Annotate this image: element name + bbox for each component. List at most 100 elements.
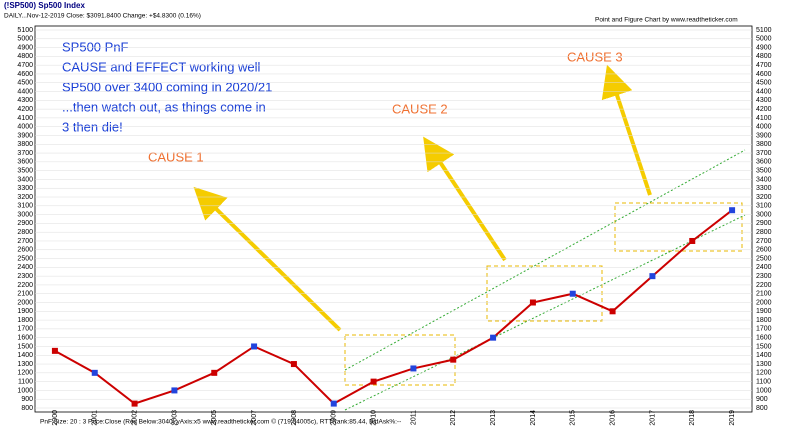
- y-tick-label: 5100: [17, 27, 33, 34]
- y-tick-label: 4200: [17, 106, 33, 113]
- y-tick-label: 2200: [756, 282, 772, 289]
- y-tick-label: 3600: [756, 159, 772, 166]
- y-tick-label: 4100: [17, 115, 33, 122]
- pnf-box: [131, 400, 138, 407]
- annotation: CAUSE 3: [567, 49, 623, 64]
- pnf-box: [51, 347, 58, 354]
- x-tick-label: 2017: [649, 410, 656, 426]
- pnf-box: [649, 273, 656, 280]
- y-tick-label: 2000: [17, 299, 33, 306]
- subtitle: DAILY...Nov-12-2019 Close: $3091.8400 Ch…: [4, 13, 201, 20]
- y-tick-label: 2900: [756, 220, 772, 227]
- y-tick-label: 2600: [756, 247, 772, 254]
- y-tick-label: 2800: [17, 229, 33, 236]
- pnf-box: [251, 343, 258, 350]
- y-tick-label: 3000: [756, 211, 772, 218]
- y-tick-label: 1500: [756, 343, 772, 350]
- footer: PnF Size: 20 : 3 Price:Close (Rev Below:…: [40, 418, 401, 426]
- y-tick-label: 3300: [17, 185, 33, 192]
- channel: [344, 149, 746, 411]
- y-tick-label: 4200: [756, 106, 772, 113]
- note-line: CAUSE and EFFECT working well: [62, 59, 261, 74]
- y-tick-label: 2600: [17, 247, 33, 254]
- y-tick-label: 1600: [17, 335, 33, 342]
- arrow: [423, 136, 507, 262]
- chart-title: (!SP500) Sp500 Index: [4, 1, 85, 10]
- y-tick-label: 2000: [756, 299, 772, 306]
- x-tick-label: 2001: [92, 410, 99, 426]
- y-tick-label: 1100: [756, 378, 771, 385]
- y-tick-label: 2800: [756, 229, 772, 236]
- pnf-box: [569, 290, 576, 297]
- x-tick-label: 2019: [729, 410, 736, 426]
- x-tick-label: 2014: [530, 410, 537, 426]
- y-tick-label: 4000: [756, 124, 772, 131]
- x-tick-label: 2002: [131, 410, 138, 426]
- y-tick-label: 2100: [17, 291, 33, 298]
- x-tick-label: 2005: [211, 410, 218, 426]
- y-tick-label: 1100: [18, 378, 33, 385]
- box: [614, 202, 743, 252]
- y-tick-label: 4600: [756, 71, 772, 78]
- y-tick-label: 1800: [756, 317, 772, 324]
- cause-boxes: [344, 202, 743, 386]
- y-tick-label: 4800: [756, 53, 772, 60]
- y-tick-label: 4300: [17, 97, 33, 104]
- y-tick-label: 4500: [756, 80, 772, 87]
- x-tick-label: 2007: [251, 410, 258, 426]
- y-tick-label: 2700: [17, 238, 33, 245]
- y-tick-label: 4400: [17, 88, 33, 95]
- y-tick-label: 3700: [756, 150, 772, 157]
- y-tick-label: 1000: [756, 387, 772, 394]
- y-tick-label: 2900: [17, 220, 33, 227]
- y-tick-label: 4900: [17, 44, 33, 51]
- y-tick-label: 4700: [17, 62, 33, 69]
- y-tick-label: 5100: [756, 27, 772, 34]
- x-tick-label: 2016: [609, 410, 616, 426]
- y-tick-label: 4500: [17, 80, 33, 87]
- y-tick-label: 3300: [756, 185, 772, 192]
- box: [344, 334, 456, 386]
- note-line: ...then watch out, as things come in: [62, 99, 266, 114]
- y-tick-label: 3400: [17, 176, 33, 183]
- x-tick-label: 2010: [370, 410, 377, 426]
- y-tick-label: 3900: [756, 132, 772, 139]
- series-line: [54, 209, 733, 405]
- pnf-box: [370, 378, 377, 385]
- y-tick-label: 900: [756, 396, 768, 403]
- y-tick-label: 3600: [17, 159, 33, 166]
- y-tick-label: 5000: [17, 36, 33, 43]
- pnf-box: [490, 334, 497, 341]
- x-tick-label: 2011: [410, 410, 417, 425]
- y-tick-label: 1200: [756, 370, 772, 377]
- y-tick-label: 1800: [17, 317, 33, 324]
- y-tick-label: 5000: [756, 36, 772, 43]
- y-tick-label: 2400: [17, 264, 33, 271]
- y-tick-label: 1300: [756, 361, 772, 368]
- y-tick-label: 3100: [17, 203, 33, 210]
- y-tick-label: 1900: [17, 308, 33, 315]
- x-tick-label: 2003: [171, 410, 178, 426]
- y-tick-label: 800: [756, 405, 768, 412]
- y-tick-label: 2500: [756, 255, 772, 262]
- y-tick-label: 1000: [17, 387, 33, 394]
- pnf-box: [410, 365, 417, 372]
- y-tick-label: 2100: [756, 291, 772, 298]
- y-tick-label: 2200: [17, 282, 33, 289]
- y-tick-label: 4100: [756, 115, 772, 122]
- pnf-box: [729, 207, 736, 214]
- y-tick-label: 900: [21, 396, 33, 403]
- y-tick-label: 4900: [756, 44, 772, 51]
- y-tick-label: 3800: [756, 141, 772, 148]
- y-tick-label: 4800: [17, 53, 33, 60]
- x-tick-label: 2000: [52, 410, 59, 426]
- pnf-box: [330, 400, 337, 407]
- y-tick-label: 1300: [17, 361, 33, 368]
- y-tick-label: 1700: [756, 326, 772, 333]
- y-tick-label: 1400: [756, 352, 772, 359]
- pnf-box: [609, 308, 616, 315]
- y-tick-label: 3200: [17, 194, 33, 201]
- pnf-box: [529, 299, 536, 306]
- note-line: SP500 PnF: [62, 39, 129, 54]
- y-tick-label: 2700: [756, 238, 772, 245]
